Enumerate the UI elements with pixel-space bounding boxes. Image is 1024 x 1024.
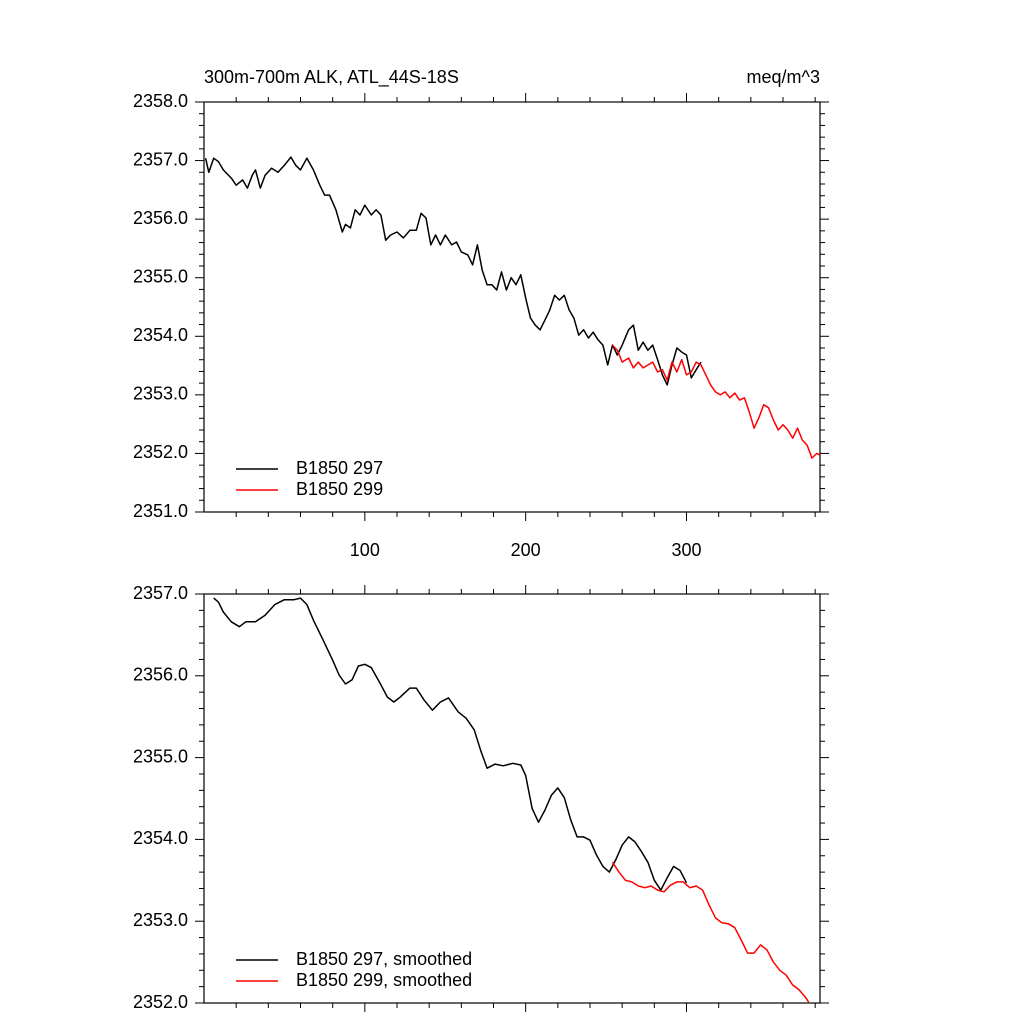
y-tick-label: 2355.0 bbox=[133, 266, 188, 286]
y-tick-label: 2356.0 bbox=[133, 208, 188, 228]
y-tick-label: 2358.0 bbox=[133, 91, 188, 111]
y-tick-label: 2351.0 bbox=[133, 501, 188, 521]
legend-label: B1850 297, smoothed bbox=[296, 949, 472, 969]
series-line bbox=[213, 597, 688, 891]
y-tick-label: 2356.0 bbox=[133, 665, 188, 685]
plot-frame bbox=[203, 101, 821, 513]
y-tick-label: 2357.0 bbox=[133, 583, 188, 603]
y-tick-label: 2355.0 bbox=[133, 746, 188, 766]
series-line bbox=[611, 861, 810, 1003]
chart-title: 300m-700m ALK, ATL_44S-18S bbox=[204, 67, 459, 88]
legend-label: B1850 299, smoothed bbox=[296, 970, 472, 990]
legend-label: B1850 299 bbox=[296, 479, 383, 499]
y-tick-label: 2354.0 bbox=[133, 828, 188, 848]
x-tick-label: 100 bbox=[350, 540, 380, 560]
y-tick-label: 2352.0 bbox=[133, 442, 188, 462]
y-tick-label: 2353.0 bbox=[133, 910, 188, 930]
legend-label: B1850 297 bbox=[296, 458, 383, 478]
series-line bbox=[204, 156, 702, 386]
plot-frame bbox=[203, 593, 821, 1004]
y-tick-label: 2352.0 bbox=[133, 992, 188, 1012]
series-line bbox=[611, 344, 821, 459]
y-tick-label: 2357.0 bbox=[133, 149, 188, 169]
y-tick-label: 2353.0 bbox=[133, 384, 188, 404]
x-tick-label: 200 bbox=[511, 540, 541, 560]
y-tick-label: 2354.0 bbox=[133, 325, 188, 345]
units-label: meq/m^3 bbox=[747, 67, 820, 87]
x-tick-label: 300 bbox=[671, 540, 701, 560]
